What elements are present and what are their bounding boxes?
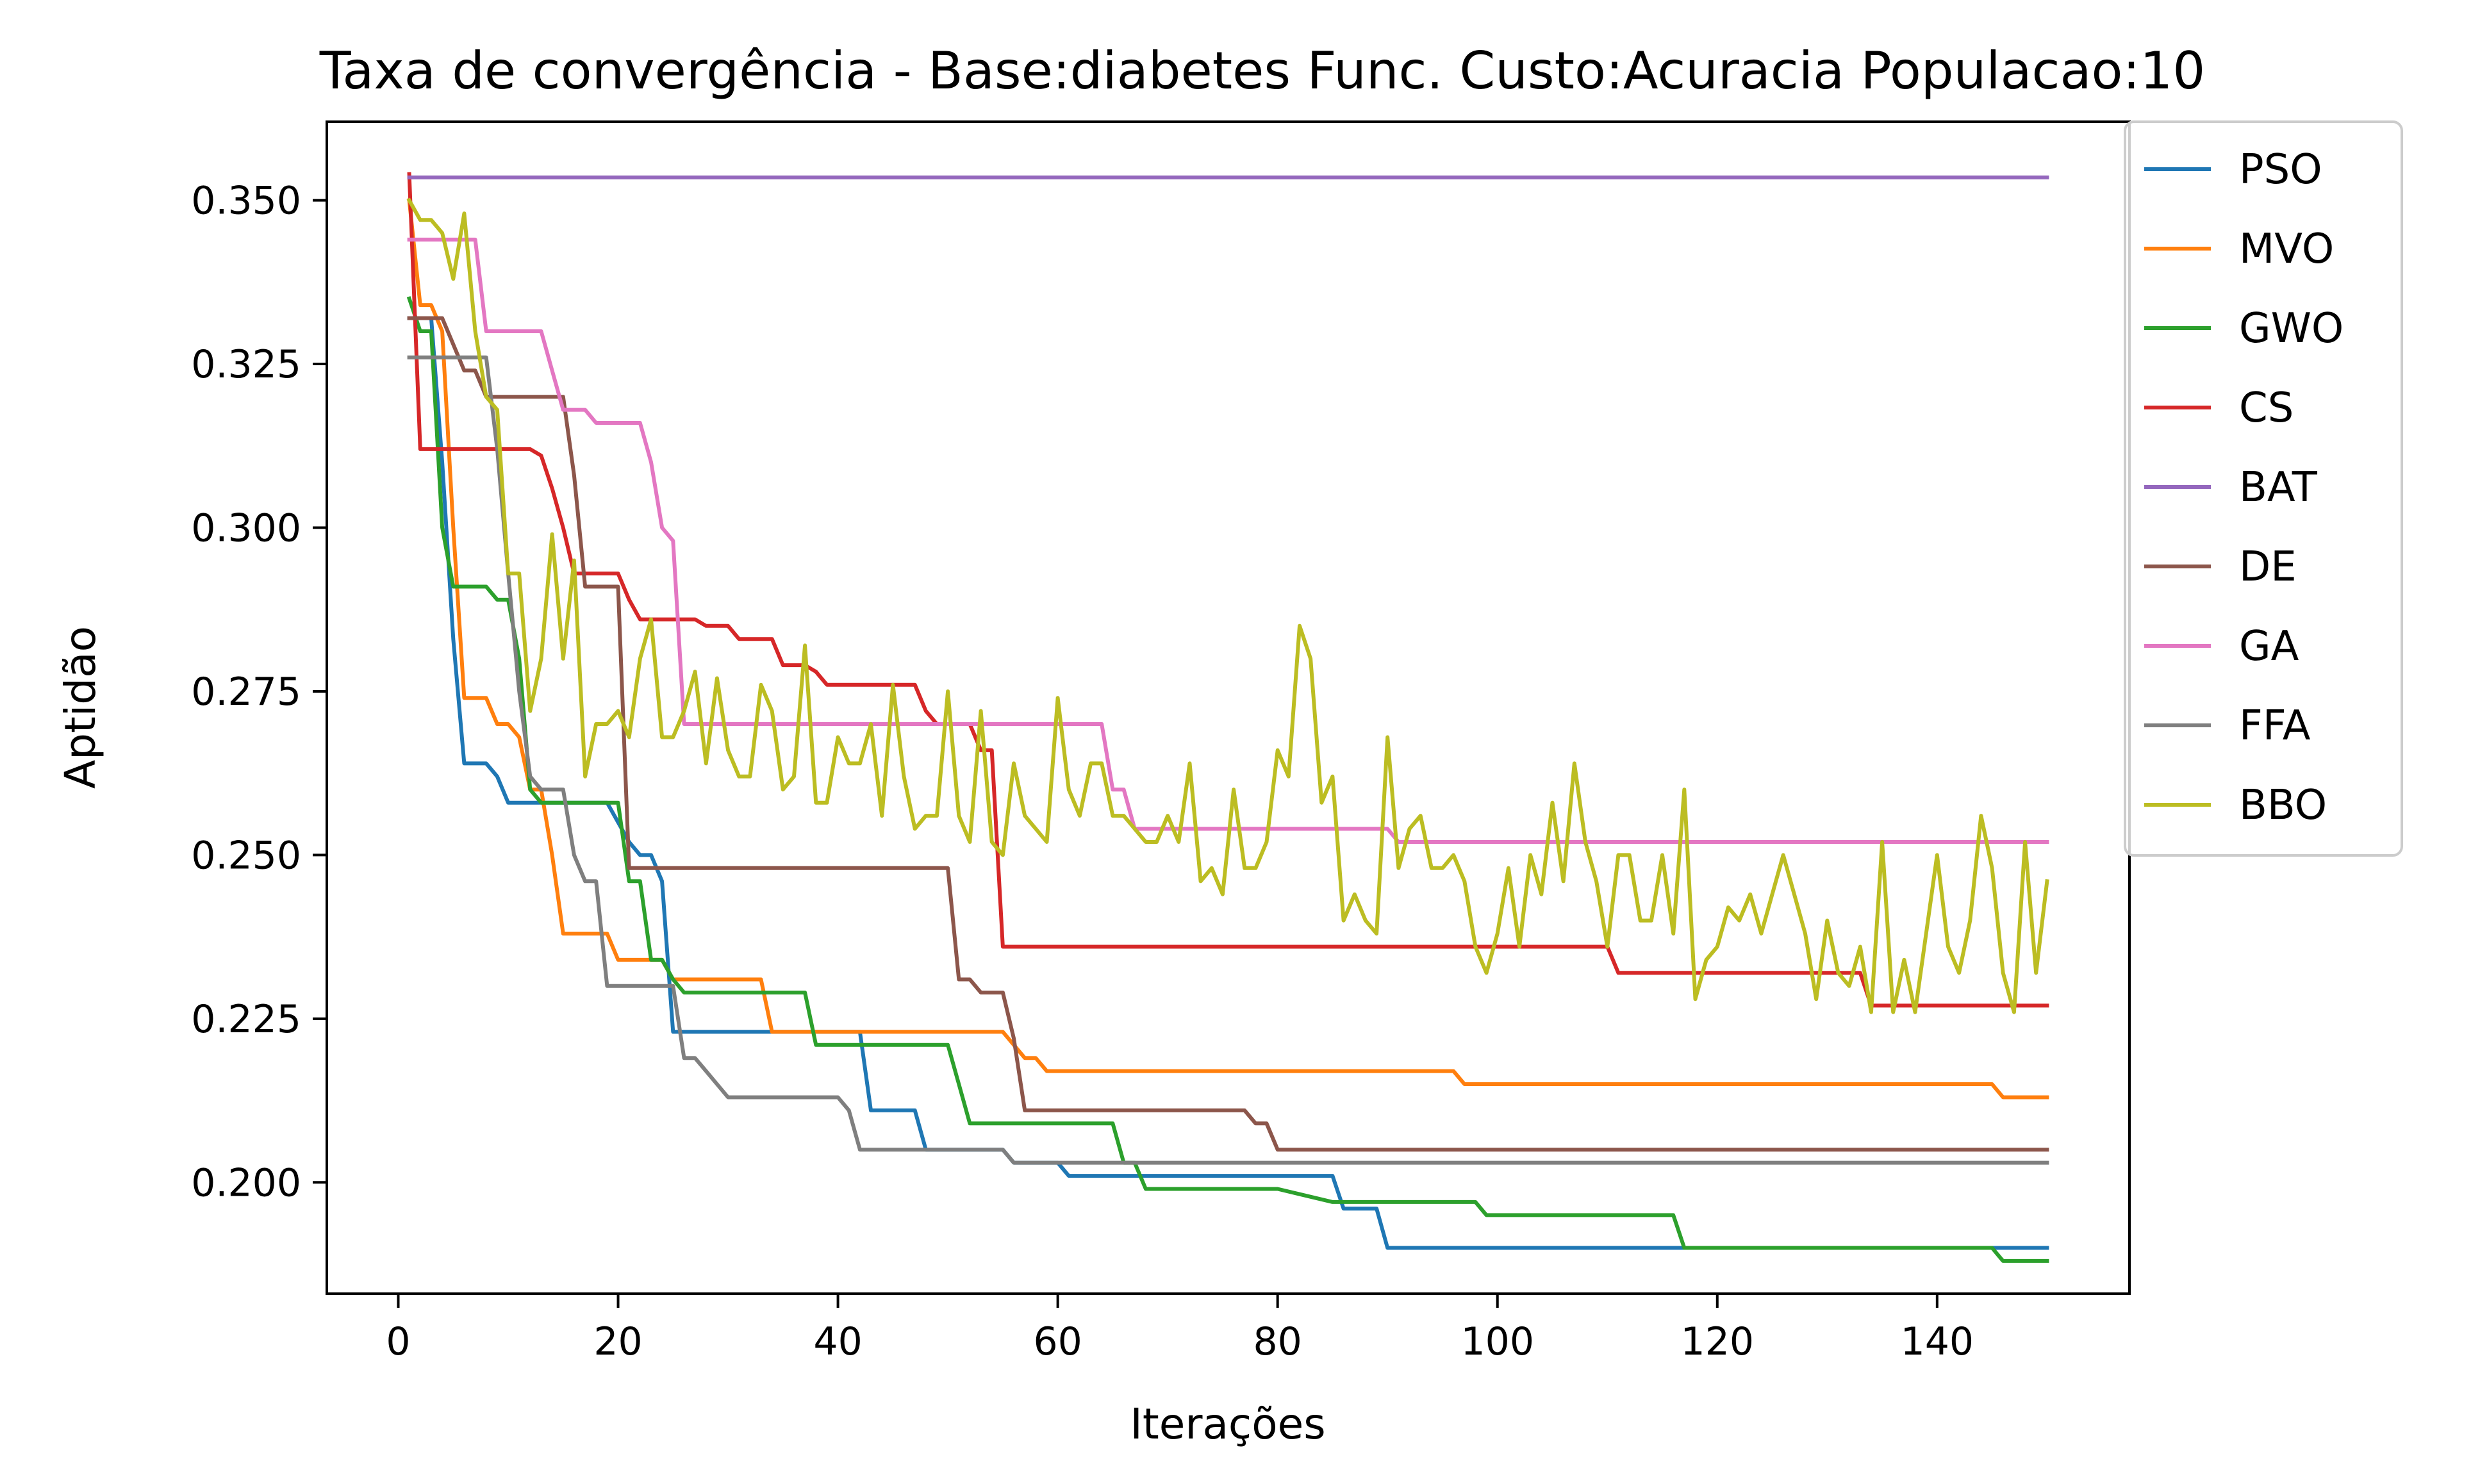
legend-label-gwo: GWO	[2239, 305, 2344, 352]
y-tick-label: 0.325	[191, 342, 301, 387]
x-tick-label: 20	[593, 1319, 642, 1364]
series-line-ffa	[407, 355, 2049, 1165]
series-line-bbo	[406, 197, 2049, 1014]
x-tick-label: 0	[386, 1319, 410, 1364]
legend: PSO MVO GWO CS BAT DE GA FFA BBO	[2124, 120, 2403, 857]
legend-label-mvo: MVO	[2239, 226, 2334, 273]
y-axis: 0.200 0.225 0.250 0.275 0.300 0.325 0.350	[191, 179, 327, 1205]
legend-label-de: DE	[2239, 543, 2297, 591]
y-tick-label: 0.350	[191, 179, 301, 224]
plot-frame	[326, 120, 2131, 1295]
legend-label-cs: CS	[2239, 384, 2294, 432]
y-tick-label: 0.250	[191, 833, 301, 878]
x-axis: 0 20 40 60 80 100 120 140	[386, 1294, 1974, 1364]
chart-title: Taxa de convergência - Base:diabetes Fun…	[319, 41, 2205, 101]
legend-box	[2124, 120, 2403, 857]
legend-label-pso: PSO	[2239, 146, 2322, 194]
y-tick-label: 0.200	[191, 1160, 301, 1205]
legend-label-bbo: BBO	[2239, 782, 2327, 829]
y-tick-label: 0.300	[191, 506, 301, 551]
x-tick-label: 140	[1901, 1319, 1974, 1364]
series-line-pso	[407, 316, 2049, 1250]
legend-label-bat: BAT	[2239, 464, 2318, 511]
x-tick-label: 100	[1460, 1319, 1534, 1364]
x-tick-label: 60	[1033, 1319, 1082, 1364]
x-tick-label: 80	[1253, 1319, 1302, 1364]
plot-lines	[406, 172, 2049, 1263]
series-line-cs	[407, 172, 2049, 1008]
series-line-ga	[407, 237, 2049, 844]
series-line-gwo	[406, 296, 2049, 1263]
series-line-de	[407, 316, 2049, 1152]
series-line-mvo	[407, 198, 2049, 1100]
legend-label-ffa: FFA	[2239, 702, 2311, 750]
y-axis-label: Aptidão	[56, 626, 105, 789]
x-axis-label: Iterações	[1130, 1399, 1325, 1449]
legend-label-ga: GA	[2239, 623, 2299, 670]
x-tick-label: 40	[813, 1319, 862, 1364]
x-tick-label: 120	[1681, 1319, 1755, 1364]
y-tick-label: 0.225	[191, 997, 301, 1042]
y-tick-label: 0.275	[191, 670, 301, 714]
